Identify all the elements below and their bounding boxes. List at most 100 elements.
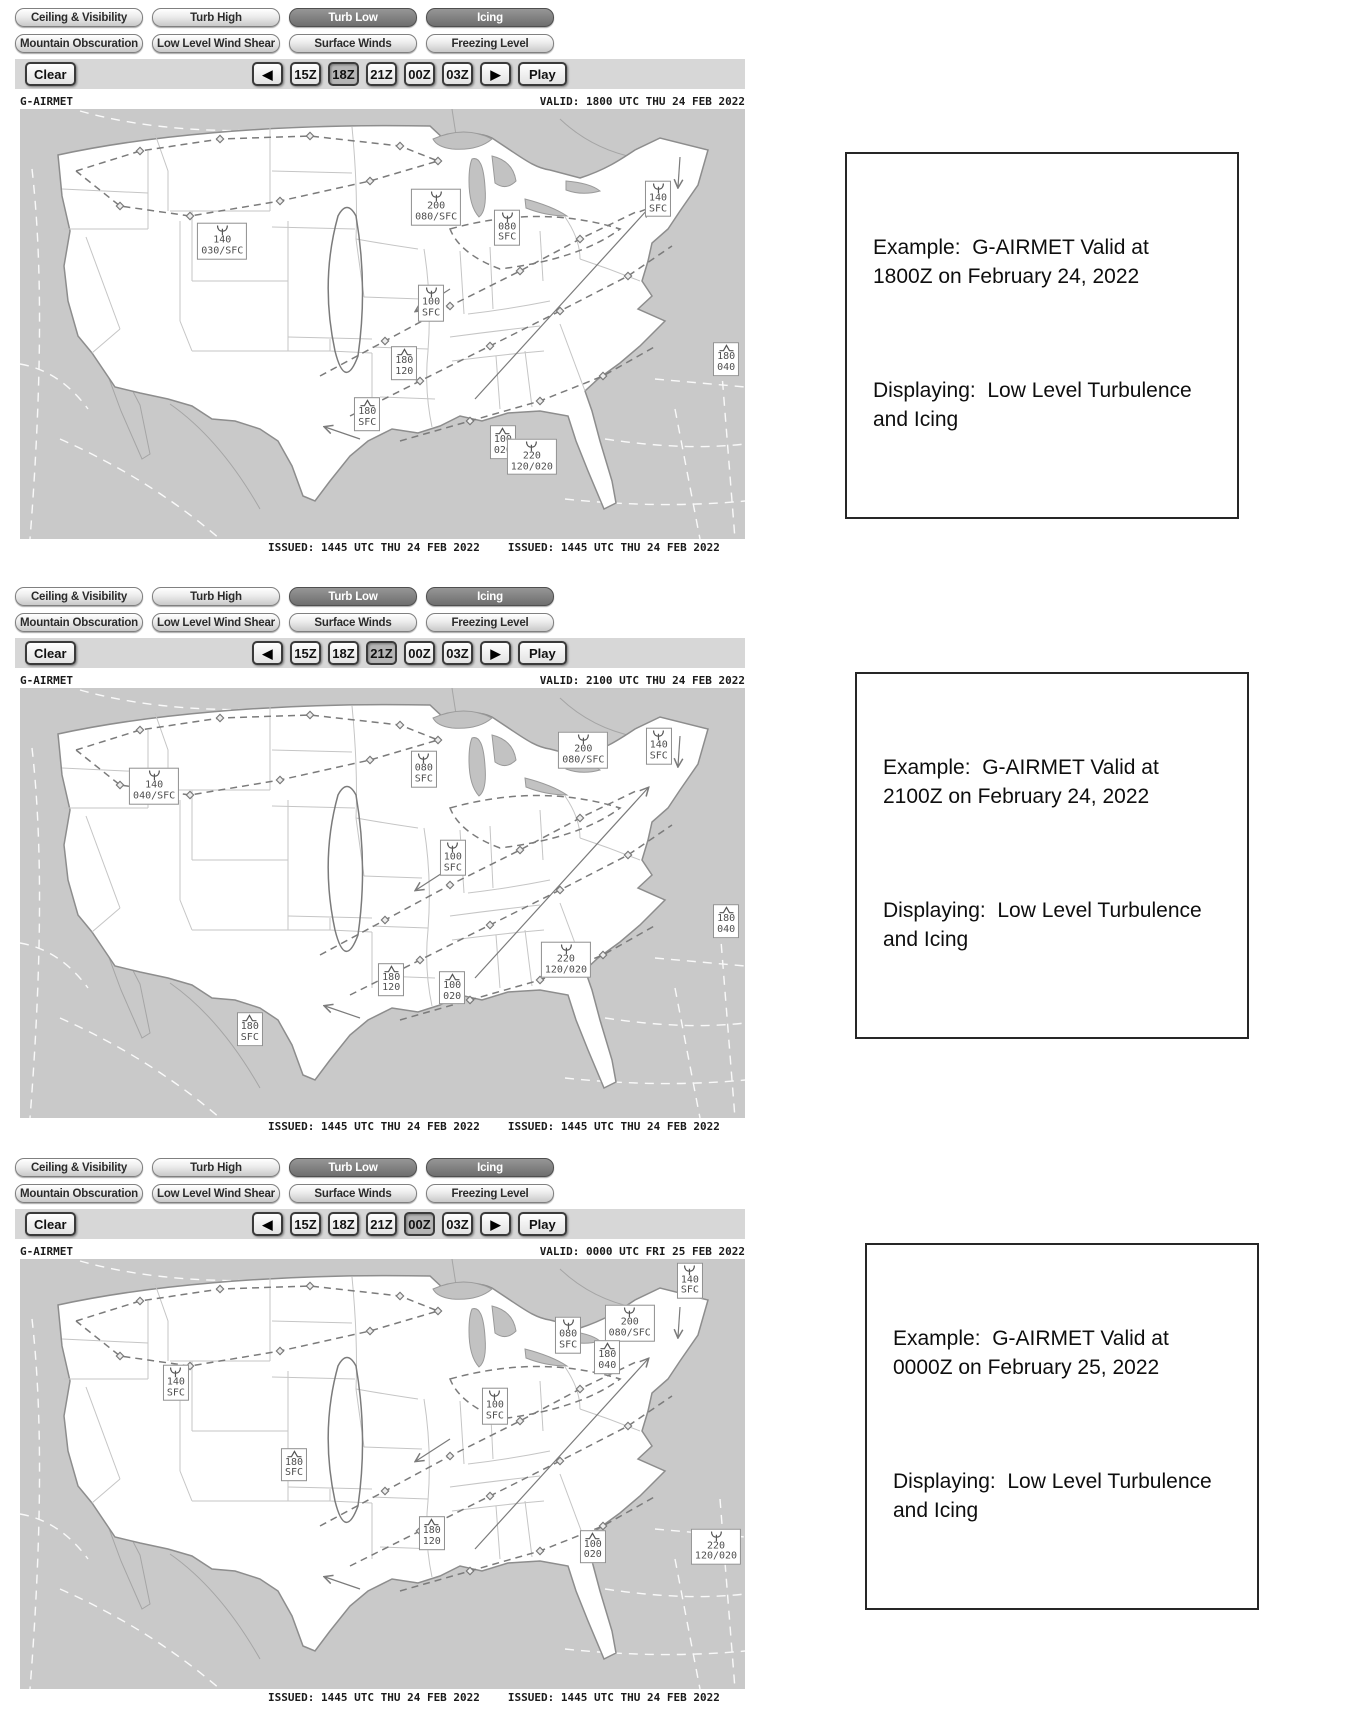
icing-label: 100 020 xyxy=(439,970,466,1005)
icing-button[interactable]: Icing xyxy=(426,1158,554,1177)
moderate-turbulence-icon xyxy=(489,1390,501,1401)
time-03z-button[interactable]: 03Z xyxy=(442,1212,473,1236)
clear-button[interactable]: Clear xyxy=(25,62,76,86)
time-control-bar: Clear ◀ 15Z 18Z 21Z 00Z 03Z ▶ Play xyxy=(15,638,745,668)
clear-button[interactable]: Clear xyxy=(25,1212,76,1236)
surface-winds-button[interactable]: Surface Winds xyxy=(289,613,417,632)
turb-high-button[interactable]: Turb High xyxy=(152,587,280,606)
low-level-wind-shear-button[interactable]: Low Level Wind Shear xyxy=(152,613,280,632)
moderate-icing-icon xyxy=(719,344,734,352)
moderate-icing-icon xyxy=(585,1531,600,1539)
moderate-turbulence-icon xyxy=(425,287,437,298)
time-18z-button[interactable]: 18Z xyxy=(328,1212,359,1236)
turb-high-button[interactable]: Turb High xyxy=(152,1158,280,1177)
prev-time-button[interactable]: ◀ xyxy=(252,62,283,86)
low-level-wind-shear-button[interactable]: Low Level Wind Shear xyxy=(152,34,280,53)
moderate-turbulence-icon xyxy=(216,225,228,236)
prev-time-button[interactable]: ◀ xyxy=(252,1212,283,1236)
turbulence-label: 100 SFC xyxy=(439,839,466,877)
icing-label: 180 SFC xyxy=(281,1447,308,1482)
gairmet-panel-2100z: Ceiling & Visibility Turb High Turb Low … xyxy=(0,587,1370,1147)
time-step-group: ◀ 15Z 18Z 21Z 00Z 03Z ▶ Play xyxy=(252,1212,567,1236)
moderate-turbulence-icon xyxy=(562,1319,574,1330)
turb-high-button[interactable]: Turb High xyxy=(152,8,280,27)
icing-button[interactable]: Icing xyxy=(426,8,554,27)
right-arrow-icon: ▶ xyxy=(490,645,501,661)
icing-label: 180 040 xyxy=(713,904,740,938)
icing-label: 180 120 xyxy=(391,346,418,380)
moderate-turbulence-icon xyxy=(170,1367,182,1378)
issued-time-label: ISSUED: 1445 UTC THU 24 FEB 2022 xyxy=(268,541,480,554)
next-time-button[interactable]: ▶ xyxy=(480,1212,511,1236)
moderate-turbulence-icon xyxy=(447,842,459,853)
freezing-level-button[interactable]: Freezing Level xyxy=(426,34,554,53)
feature-button-row-1: Ceiling & Visibility Turb High Turb Low … xyxy=(15,587,1370,606)
moderate-turbulence-icon xyxy=(418,753,430,764)
time-21z-button[interactable]: 21Z xyxy=(366,1212,397,1236)
map-annotation-layer: 140 040/SFC 080 SFC 200 080/SFC 140 SFC 100 SFC 18… xyxy=(20,688,745,1118)
moderate-turbulence-icon xyxy=(560,944,572,954)
turbulence-label: 080 SFC xyxy=(555,1316,582,1354)
surface-winds-button[interactable]: Surface Winds xyxy=(289,1184,417,1203)
map-annotation-layer: 140 SFC 180 SFC 100 SFC 080 SFC 200 080/SFC 180 040… xyxy=(20,1259,745,1689)
issued-time-label: ISSUED: 1445 UTC THU 24 FEB 2022 xyxy=(507,1120,720,1133)
ceiling-visibility-button[interactable]: Ceiling & Visibility xyxy=(15,1158,143,1177)
freezing-level-button[interactable]: Freezing Level xyxy=(426,613,554,632)
feature-button-row-1: Ceiling & Visibility Turb High Turb Low … xyxy=(15,8,1370,27)
turb-low-button[interactable]: Turb Low xyxy=(289,8,417,27)
turb-low-button[interactable]: Turb Low xyxy=(289,587,417,606)
turbulence-label: 200 080/SFC xyxy=(558,732,609,769)
ceiling-visibility-button[interactable]: Ceiling & Visibility xyxy=(15,8,143,27)
surface-winds-button[interactable]: Surface Winds xyxy=(289,34,417,53)
map-annotation-layer: 140 030/SFC 200 080/SFC 080 SFC 140 SFC 100 SFC 18… xyxy=(20,109,745,539)
example-displaying-text: Displaying: Low Level Turbulence and Ici… xyxy=(893,1469,1218,1522)
moderate-icing-icon xyxy=(360,399,375,407)
time-15z-button[interactable]: 15Z xyxy=(290,641,321,665)
play-button[interactable]: Play xyxy=(518,641,567,665)
mountain-obscuration-button[interactable]: Mountain Obscuration xyxy=(15,34,143,53)
time-18z-button[interactable]: 18Z xyxy=(328,62,359,86)
time-18z-button[interactable]: 18Z xyxy=(328,641,359,665)
icing-label: 100 020 xyxy=(579,1529,606,1564)
time-15z-button[interactable]: 15Z xyxy=(290,62,321,86)
turbulence-label: 220 120/020 xyxy=(690,1528,742,1565)
feature-button-row-2: Mountain Obscuration Low Level Wind Shea… xyxy=(15,1184,1370,1203)
prev-time-button[interactable]: ◀ xyxy=(252,641,283,665)
mountain-obscuration-button[interactable]: Mountain Obscuration xyxy=(15,613,143,632)
icing-label: 180 120 xyxy=(418,1516,445,1551)
time-15z-button[interactable]: 15Z xyxy=(290,1212,321,1236)
moderate-turbulence-icon xyxy=(684,1264,696,1275)
time-21z-button[interactable]: 21Z xyxy=(366,62,397,86)
mountain-obscuration-button[interactable]: Mountain Obscuration xyxy=(15,1184,143,1203)
issued-time-label: ISSUED: 1445 UTC THU 24 FEB 2022 xyxy=(268,1120,480,1133)
next-time-button[interactable]: ▶ xyxy=(480,62,511,86)
moderate-turbulence-icon xyxy=(710,1531,722,1541)
freezing-level-button[interactable]: Freezing Level xyxy=(426,1184,554,1203)
ceiling-visibility-button[interactable]: Ceiling & Visibility xyxy=(15,587,143,606)
turbulence-label: 100 SFC xyxy=(418,284,445,322)
play-button[interactable]: Play xyxy=(518,1212,567,1236)
time-00z-button[interactable]: 00Z xyxy=(404,62,435,86)
gairmet-map: 140 040/SFC 080 SFC 200 080/SFC 140 SFC 100 SFC 18… xyxy=(20,688,745,1118)
gairmet-panel-1800z: Ceiling & Visibility Turb High Turb Low … xyxy=(0,8,1370,568)
map-source-label: G-AIRMET xyxy=(20,674,73,687)
feature-button-row-2: Mountain Obscuration Low Level Wind Shea… xyxy=(15,613,1370,632)
moderate-icing-icon xyxy=(397,348,412,356)
turbulence-label: 140 SFC xyxy=(162,1364,189,1402)
valid-time-label: VALID: 1800 UTC THU 24 FEB 2022 xyxy=(539,95,745,108)
moderate-turbulence-icon xyxy=(624,1307,636,1318)
time-00z-button[interactable]: 00Z xyxy=(404,1212,435,1236)
next-time-button[interactable]: ▶ xyxy=(480,641,511,665)
play-button[interactable]: Play xyxy=(518,62,567,86)
turb-low-button[interactable]: Turb Low xyxy=(289,1158,417,1177)
moderate-icing-icon xyxy=(287,1449,302,1457)
time-control-bar: Clear ◀ 15Z 18Z 21Z 00Z 03Z ▶ Play xyxy=(15,59,745,89)
icing-button[interactable]: Icing xyxy=(426,587,554,606)
time-03z-button[interactable]: 03Z xyxy=(442,641,473,665)
time-03z-button[interactable]: 03Z xyxy=(442,62,473,86)
low-level-wind-shear-button[interactable]: Low Level Wind Shear xyxy=(152,1184,280,1203)
time-21z-button[interactable]: 21Z xyxy=(366,641,397,665)
moderate-icing-icon xyxy=(719,906,734,914)
clear-button[interactable]: Clear xyxy=(25,641,76,665)
time-00z-button[interactable]: 00Z xyxy=(404,641,435,665)
